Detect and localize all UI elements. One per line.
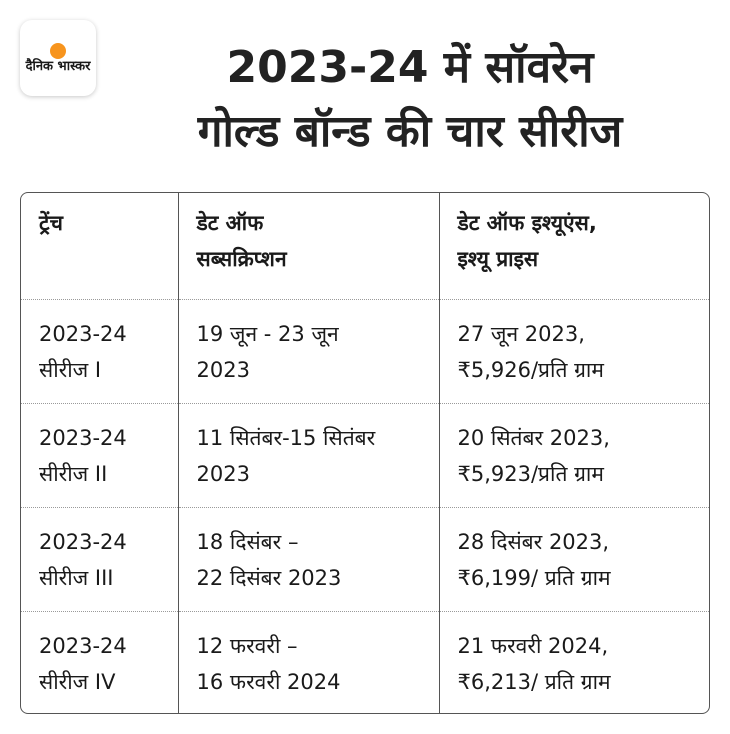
table-row: 2023-24 सीरीज III 18 दिसंबर – 22 दिसंबर … [21, 506, 709, 611]
brand-logo: दैनिक भास्कर [20, 20, 96, 96]
table-row: 2023-24 सीरीज IV 12 फरवरी – 16 फरवरी 202… [21, 610, 709, 713]
cell-subscription-date: 11 सितंबर-15 सितंबर 2023 [178, 402, 440, 507]
header-issuance-date-price: डेट ऑफ इश्यूएंस, इश्यू प्राइस [457, 211, 597, 271]
cell-issuance-price: 28 दिसंबर 2023, ₹6,199/ प्रति ग्राम [439, 506, 709, 611]
cell-issuance-price: 27 जून 2023, ₹5,926/प्रति ग्राम [439, 298, 709, 403]
header-tranche: ट्रेंच [21, 193, 179, 299]
cell-subscription-date: 19 जून - 23 जून 2023 [178, 298, 440, 403]
cell-issuance-price: 21 फरवरी 2024, ₹6,213/ प्रति ग्राम [439, 610, 709, 713]
title-line-2: गोल्ड बॉन्ड की चार सीरीज [197, 106, 623, 157]
table: ट्रेंच डेट ऑफ सब्सक्रिप्शन डेट ऑफ इश्यूए… [21, 193, 709, 713]
title-line-1: 2023-24 में सॉवरेन [226, 42, 594, 93]
table-row: 2023-24 सीरीज II 11 सितंबर-15 सितंबर 202… [21, 402, 709, 507]
bond-series-table: ट्रेंच डेट ऑफ सब्सक्रिप्शन डेट ऑफ इश्यूए… [20, 192, 710, 714]
cell-tranche: 2023-24 सीरीज I [21, 298, 179, 403]
cell-tranche: 2023-24 सीरीज IV [21, 610, 179, 713]
cell-tranche: 2023-24 सीरीज II [21, 402, 179, 507]
sun-icon [50, 42, 66, 59]
cell-subscription-date: 12 फरवरी – 16 फरवरी 2024 [178, 610, 440, 713]
logo-text: दैनिक भास्कर [25, 58, 91, 74]
table-row: 2023-24 सीरीज I 19 जून - 23 जून 2023 27 … [21, 298, 709, 403]
cell-subscription-date: 18 दिसंबर – 22 दिसंबर 2023 [178, 506, 440, 611]
page-title: 2023-24 में सॉवरेन गोल्ड बॉन्ड की चार सी… [110, 36, 710, 164]
cell-tranche: 2023-24 सीरीज III [21, 506, 179, 611]
header-subscription-date: डेट ऑफ सब्सक्रिप्शन [178, 193, 440, 299]
cell-issuance-price: 20 सितंबर 2023, ₹5,923/प्रति ग्राम [439, 402, 709, 507]
table-header-row: ट्रेंच डेट ऑफ सब्सक्रिप्शन डेट ऑफ इश्यूए… [21, 193, 709, 299]
